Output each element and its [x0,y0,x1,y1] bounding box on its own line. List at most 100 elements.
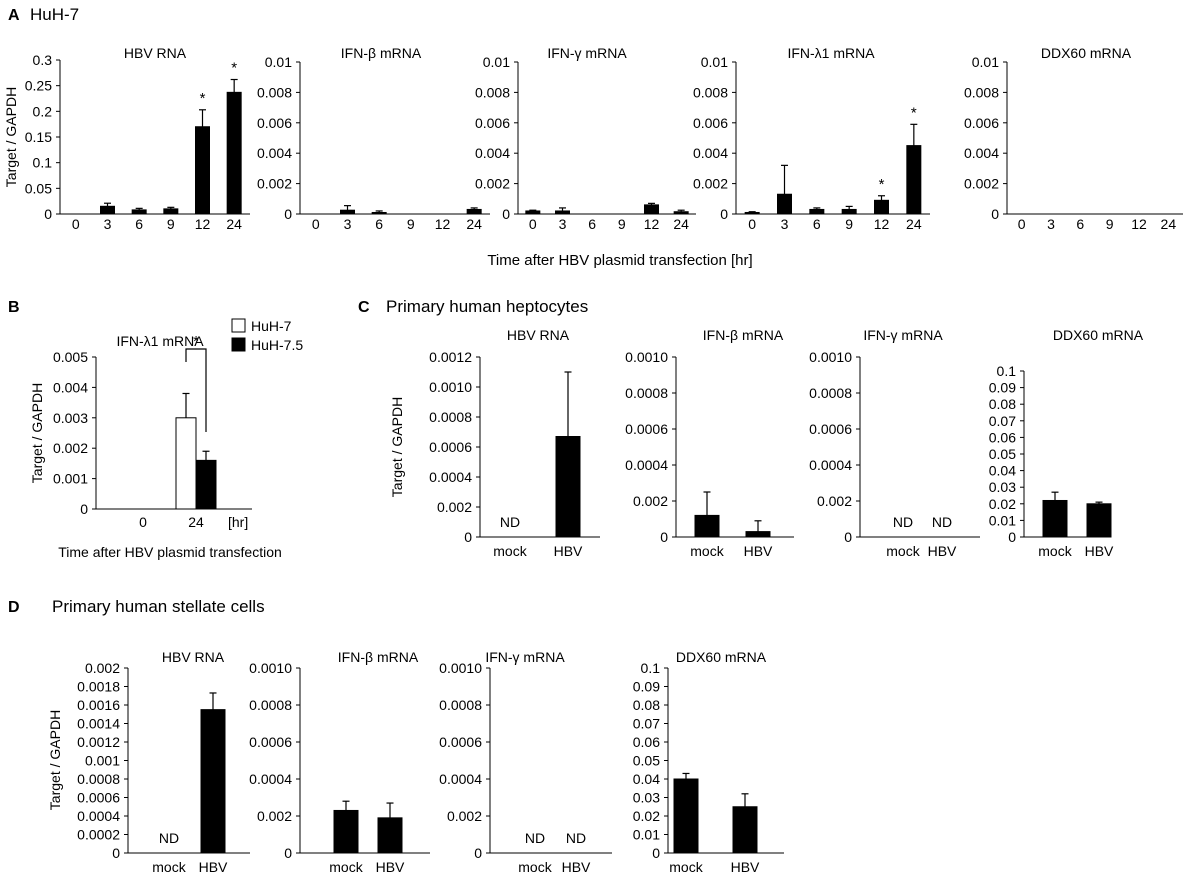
panel-b-letter: B [8,299,20,316]
y-tick-label: 0 [991,206,999,222]
chart-a3: IFN-γ mRNA 0 0.002 0.004 0.006 0.008 0.01 0 3 6 9 1… [475,45,696,232]
y-tick-label: 0.07 [633,716,660,732]
chart-title: IFN-β mRNA [338,649,419,665]
panel-a-letter: A [8,7,20,24]
y-tick-label: 0.04 [989,463,1016,479]
y-tick-label: 0.008 [964,84,999,100]
legend-label: HuH-7.5 [251,337,303,353]
panel-a-title: HuH-7 [30,5,79,24]
x-tick-label: 24 [1161,216,1177,232]
y-tick-label: 0.3 [33,52,53,68]
bar [175,417,197,510]
x-tick-label: 6 [588,216,596,232]
x-tick-label: 24 [226,216,242,232]
chart-c2: IFN-β mRNA 0 0.002 0.0004 0.0006 0.0008 0.0010… [625,327,794,559]
y-tick-label: 0.02 [989,496,1016,512]
nd-label: ND [159,830,179,846]
y-tick-label: 0 [502,206,510,222]
y-tick-label: 0.01 [633,827,660,843]
legend-swatch [231,318,246,333]
chart-title: DDX60 mRNA [1041,45,1132,61]
y-tick-label: 0.0002 [77,827,120,843]
y-tick-label: 0.1 [997,363,1017,379]
nd-label: ND [932,514,952,530]
x-tick-label: 9 [618,216,626,232]
y-tick-label: 0.1 [33,155,53,171]
y-tick-label: 0.006 [257,115,292,131]
chart-a2: IFN-β mRNA 0 0.002 0.004 0.006 0.008 0.01 0 3 6 9 1… [257,45,490,232]
chart-title: IFN-β mRNA [341,45,422,61]
panel-a-xlabel: Time after HBV plasmid transfection [hr] [487,252,752,269]
y-tick-label: 0 [720,206,728,222]
x-tick-label: 0 [748,216,756,232]
y-tick-label: 0.08 [633,697,660,713]
y-tick-label: 0.04 [633,771,660,787]
y-tick-label: 0.001 [85,753,120,769]
x-tick-label: 24 [906,216,922,232]
significance-star: * [911,104,917,121]
bar [466,208,482,215]
x-tick-label: 12 [1131,216,1147,232]
x-tick-label: 3 [104,216,112,232]
chart-title: IFN-γ mRNA [863,327,943,343]
chart-d2: IFN-β mRNA 0 0.002 0.0004 0.0006 0.0008 0.0010… [249,649,430,875]
bar [226,91,242,215]
y-tick-label: 0.01 [483,54,510,70]
x-tick-label: HBV [731,859,760,875]
y-tick-label: 0.006 [693,115,728,131]
chart-a4: IFN-λ1 mRNA 0 0.002 0.004 0.006 0.008 0.01 0 3 6 9… [693,45,930,232]
y-tick-label: 0.006 [964,115,999,131]
x-axis-title: Time after HBV plasmid transfection [58,544,282,560]
chart-title: DDX60 mRNA [1053,327,1144,343]
chart-c4: DDX60 mRNA00.010.020.030.040.050.060.070… [989,327,1144,559]
y-tick-label: 0.01 [265,54,292,70]
chart-title: IFN-λ1 mRNA [116,333,204,349]
chart-d3: IFN-γ mRNA 0 0.002 0.0004 0.0006 0.0008 0.0010… [439,649,612,875]
y-tick-label: 0.002 [53,440,88,456]
legend-swatch [231,337,246,352]
y-tick-label: 0.01 [972,54,999,70]
y-tick-label: 0 [80,501,88,517]
bar [673,211,689,215]
x-tick-label: HBV [1085,543,1114,559]
y-tick-label: 0.07 [989,413,1016,429]
y-tick-label: 0.006 [475,115,510,131]
x-tick-label: 9 [845,216,853,232]
y-tick-label: 0.0004 [429,469,472,485]
x-tick-label: 24 [188,514,204,530]
x-tick-label: mock [518,859,552,875]
y-tick-label: 0.02 [633,808,660,824]
x-tick-label: 0 [312,216,320,232]
y-tick-label: 0.002 [633,493,668,509]
y-tick-label: 0 [652,845,660,861]
y-tick-label: 0.2 [33,103,53,119]
significance-star: * [231,60,237,77]
x-tick-label: 0 [72,216,80,232]
charts-layer: HBV RNA 0 0.05 0.1 0.15 0.2 0.25 0.3 Target / GA… [3,45,1183,875]
x-tick-label: 6 [813,216,821,232]
significance-star: * [193,333,199,350]
panel-c-title: Primary human heptocytes [386,297,588,316]
nd-label: ND [893,514,913,530]
bar [195,459,217,510]
y-tick-label: 0.004 [257,145,292,161]
y-tick-label: 0.08 [989,396,1016,412]
chart-title: HBV RNA [124,45,187,61]
x-tick-label: HBV [199,859,228,875]
y-axis-title: Target / GAPDH [29,383,45,483]
y-tick-label: 0.004 [475,145,510,161]
chart-title: IFN-γ mRNA [547,45,627,61]
y-tick-label: 0.01 [989,512,1016,528]
significance-star: * [200,90,206,107]
panel-d-letter: D [8,599,20,616]
chart-title: HBV RNA [507,327,570,343]
bar [732,806,758,854]
y-tick-label: 0.001 [53,471,88,487]
y-tick-label: 0.15 [25,129,52,145]
y-tick-label: 0.06 [633,734,660,750]
chart-c3: IFN-γ mRNA 0 0.002 0.0004 0.0006 0.0008 0.0010… [809,327,980,559]
y-tick-label: 0.005 [53,349,88,365]
y-tick-label: 0.05 [25,180,52,196]
chart-a5: DDX60 mRNA 0 0.002 0.004 0.006 0.008 0.01 0 3 6 9 1… [964,45,1183,232]
